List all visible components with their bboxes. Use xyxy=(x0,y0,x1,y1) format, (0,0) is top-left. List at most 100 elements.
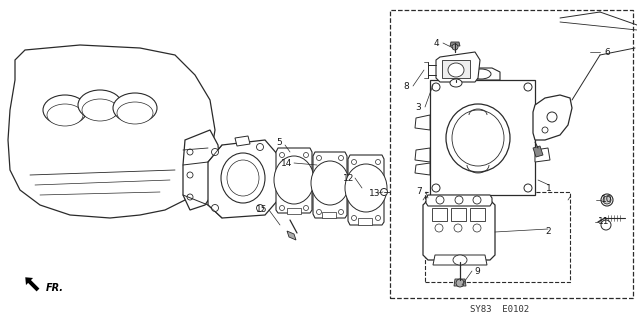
Polygon shape xyxy=(208,140,278,218)
Polygon shape xyxy=(423,200,495,260)
Text: FR.: FR. xyxy=(46,283,64,293)
Polygon shape xyxy=(348,155,384,225)
Ellipse shape xyxy=(542,127,548,133)
Ellipse shape xyxy=(452,44,458,50)
Ellipse shape xyxy=(227,160,259,196)
Text: 1: 1 xyxy=(546,183,552,193)
Bar xyxy=(451,208,466,221)
Bar xyxy=(322,212,336,218)
Polygon shape xyxy=(535,118,550,130)
Ellipse shape xyxy=(547,112,557,122)
Polygon shape xyxy=(276,148,312,213)
Ellipse shape xyxy=(338,210,343,214)
Polygon shape xyxy=(183,130,220,210)
Bar xyxy=(432,208,447,221)
Ellipse shape xyxy=(187,172,193,178)
Ellipse shape xyxy=(432,83,440,91)
Polygon shape xyxy=(8,45,215,218)
Ellipse shape xyxy=(317,156,322,161)
Text: 13: 13 xyxy=(369,188,381,197)
Polygon shape xyxy=(415,163,430,175)
Bar xyxy=(390,10,633,298)
Ellipse shape xyxy=(375,159,380,164)
Ellipse shape xyxy=(280,153,285,157)
Text: 5: 5 xyxy=(276,138,282,147)
Ellipse shape xyxy=(471,69,491,79)
Ellipse shape xyxy=(43,95,87,125)
Ellipse shape xyxy=(187,194,193,200)
Ellipse shape xyxy=(380,188,387,196)
FancyArrow shape xyxy=(25,277,39,292)
Text: 15: 15 xyxy=(256,205,268,214)
Text: 12: 12 xyxy=(343,173,355,182)
Polygon shape xyxy=(430,80,535,195)
Ellipse shape xyxy=(450,79,462,87)
Ellipse shape xyxy=(257,204,264,212)
Ellipse shape xyxy=(455,196,463,204)
Ellipse shape xyxy=(436,196,444,204)
Text: 10: 10 xyxy=(601,196,613,204)
Polygon shape xyxy=(533,146,543,157)
Polygon shape xyxy=(462,68,500,80)
Ellipse shape xyxy=(303,153,308,157)
Ellipse shape xyxy=(338,156,343,161)
Ellipse shape xyxy=(257,143,264,150)
Text: 11: 11 xyxy=(598,218,610,227)
Ellipse shape xyxy=(211,148,218,156)
Ellipse shape xyxy=(524,184,532,192)
Ellipse shape xyxy=(82,99,118,121)
Polygon shape xyxy=(287,231,296,240)
Bar xyxy=(358,218,372,225)
Polygon shape xyxy=(436,52,480,82)
Ellipse shape xyxy=(280,205,285,211)
Ellipse shape xyxy=(473,224,481,232)
Polygon shape xyxy=(313,152,347,218)
Ellipse shape xyxy=(274,156,314,204)
Ellipse shape xyxy=(117,102,153,124)
Text: 7: 7 xyxy=(416,188,422,196)
Ellipse shape xyxy=(452,110,504,166)
Ellipse shape xyxy=(221,153,265,203)
Ellipse shape xyxy=(448,63,464,77)
Polygon shape xyxy=(535,148,550,162)
Text: 6: 6 xyxy=(604,47,610,57)
Ellipse shape xyxy=(473,196,481,204)
Ellipse shape xyxy=(317,210,322,214)
Ellipse shape xyxy=(345,164,387,212)
Ellipse shape xyxy=(211,204,218,212)
Ellipse shape xyxy=(352,159,357,164)
Bar xyxy=(470,208,485,221)
Ellipse shape xyxy=(454,224,462,232)
Text: 14: 14 xyxy=(282,158,292,167)
Polygon shape xyxy=(415,115,430,130)
Ellipse shape xyxy=(601,220,611,230)
Ellipse shape xyxy=(453,255,467,265)
Polygon shape xyxy=(533,95,572,140)
Ellipse shape xyxy=(432,184,440,192)
Text: 9: 9 xyxy=(474,267,480,276)
Text: 3: 3 xyxy=(415,102,421,111)
Ellipse shape xyxy=(187,149,193,155)
Polygon shape xyxy=(450,42,460,46)
Bar xyxy=(442,60,470,78)
Polygon shape xyxy=(415,148,430,162)
Ellipse shape xyxy=(311,161,349,205)
Ellipse shape xyxy=(524,83,532,91)
Text: 4: 4 xyxy=(433,38,439,47)
Ellipse shape xyxy=(352,215,357,220)
Polygon shape xyxy=(426,195,492,206)
Text: 8: 8 xyxy=(403,82,409,91)
Bar xyxy=(287,208,301,214)
Ellipse shape xyxy=(47,104,83,126)
Ellipse shape xyxy=(446,104,510,172)
Ellipse shape xyxy=(435,224,443,232)
Text: 2: 2 xyxy=(545,228,551,236)
Polygon shape xyxy=(454,279,466,286)
Ellipse shape xyxy=(603,196,611,204)
Ellipse shape xyxy=(601,194,613,206)
Ellipse shape xyxy=(113,93,157,123)
Polygon shape xyxy=(235,136,250,146)
Bar xyxy=(425,192,570,282)
Polygon shape xyxy=(433,255,487,265)
Ellipse shape xyxy=(78,90,122,120)
